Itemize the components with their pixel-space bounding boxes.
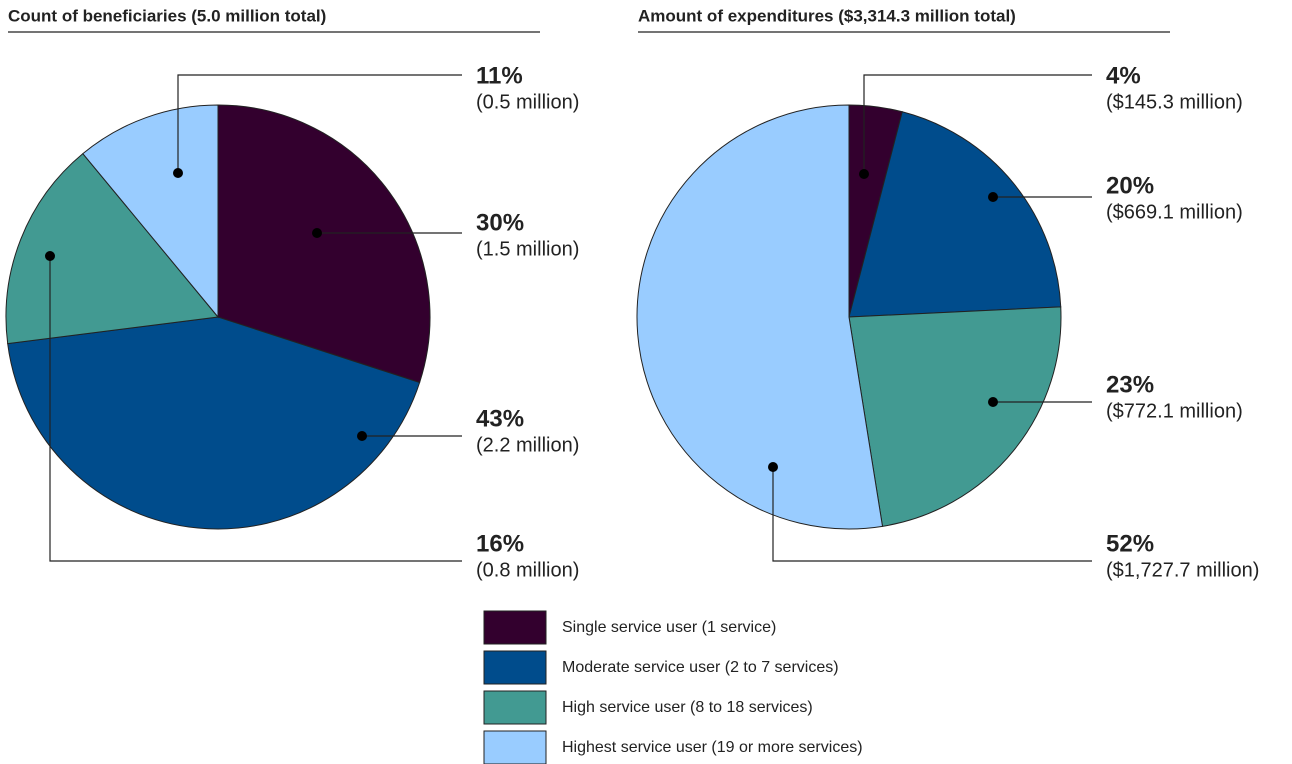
- legend-swatch: [483, 690, 547, 725]
- legend-label: Moderate service user (2 to 7 services): [562, 659, 839, 676]
- legend-swatch: [483, 730, 547, 764]
- leader-dot: [988, 192, 998, 202]
- leader-line: [49, 256, 462, 562]
- pie-slice: [848, 111, 1062, 318]
- chart-title: Amount of expenditures ($3,314.3 million…: [638, 6, 1016, 25]
- legend-label: Single service user (1 service): [562, 619, 776, 636]
- leader-dot: [988, 397, 998, 407]
- legend-label: High service user (8 to 18 services): [562, 699, 813, 716]
- value-label: 4%: [1106, 62, 1141, 89]
- leader-dot: [173, 168, 183, 178]
- value-label: 11%: [476, 62, 523, 89]
- value-label: 30%: [476, 209, 524, 236]
- value-label: 43%: [476, 405, 524, 432]
- legend-swatch: [483, 610, 547, 645]
- value-label: 52%: [1106, 530, 1154, 557]
- detail-label: (1.5 million): [476, 238, 579, 260]
- detail-label: ($145.3 million): [1106, 91, 1243, 113]
- chart-title: Count of beneficiaries (5.0 million tota…: [8, 6, 326, 25]
- legend-swatch: [483, 650, 547, 685]
- pie-slice: [217, 104, 431, 384]
- leader-line: [863, 74, 1092, 174]
- pie-slice: [82, 104, 219, 319]
- leader-line: [772, 467, 1092, 562]
- value-label: 16%: [476, 530, 524, 557]
- value-label: 23%: [1106, 371, 1154, 398]
- legend-label: Highest service user (19 or more service…: [562, 739, 863, 756]
- leader-dot: [45, 251, 55, 261]
- detail-label: ($1,727.7 million): [1106, 559, 1259, 581]
- detail-label: ($669.1 million): [1106, 201, 1243, 223]
- leader-dot: [859, 169, 869, 179]
- detail-label: ($772.1 million): [1106, 400, 1243, 422]
- pie-slice: [848, 306, 1062, 527]
- pie-slice: [5, 152, 219, 345]
- detail-label: (0.5 million): [476, 91, 579, 113]
- value-label: 20%: [1106, 172, 1154, 199]
- leader-dot: [768, 462, 778, 472]
- detail-label: (0.8 million): [476, 559, 579, 581]
- leader-line: [177, 74, 462, 173]
- pie-slice: [7, 316, 421, 530]
- pie-slice: [636, 104, 884, 530]
- leader-dot: [357, 431, 367, 441]
- leader-dot: [312, 228, 322, 238]
- detail-label: (2.2 million): [476, 434, 579, 456]
